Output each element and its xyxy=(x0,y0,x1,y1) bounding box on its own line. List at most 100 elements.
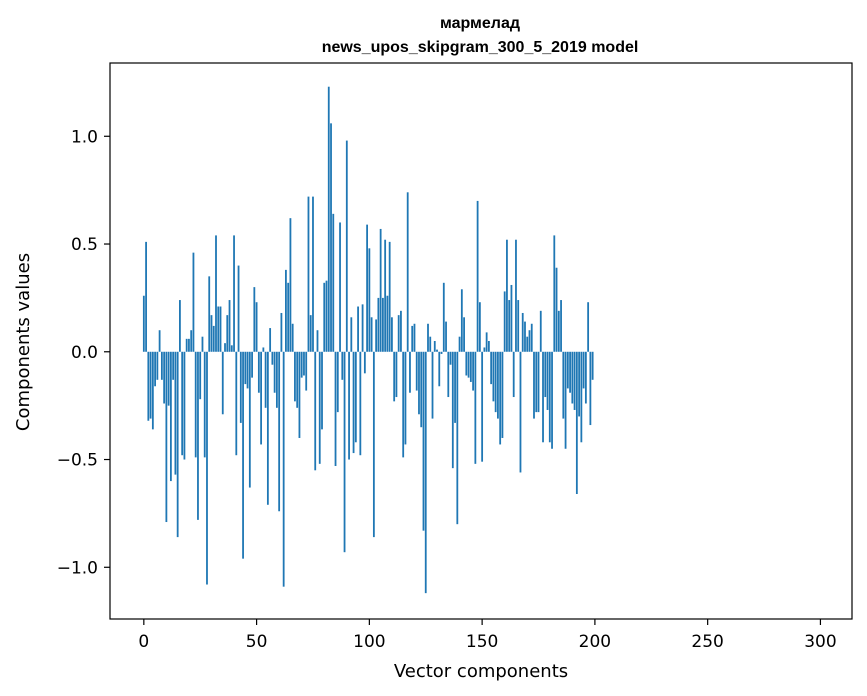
bar-16 xyxy=(179,300,181,352)
bar-20 xyxy=(188,338,190,352)
bar-39 xyxy=(230,345,233,352)
bar-131 xyxy=(438,351,441,387)
x-tick-label-150: 150 xyxy=(466,632,498,652)
bar-142 xyxy=(463,317,465,352)
bar-42 xyxy=(237,265,240,352)
bar-98 xyxy=(363,351,366,374)
bar-160 xyxy=(503,291,506,352)
bar-173 xyxy=(533,351,535,419)
bar-101 xyxy=(370,317,373,352)
bar-83 xyxy=(330,123,332,352)
bar-53 xyxy=(262,347,265,352)
bar-17 xyxy=(181,351,184,456)
bar-24 xyxy=(197,351,199,520)
bar-100 xyxy=(368,248,371,352)
bar-5 xyxy=(154,351,156,387)
bar-87 xyxy=(339,222,341,352)
bar-117 xyxy=(406,192,409,352)
bar-76 xyxy=(314,351,317,471)
bar-154 xyxy=(490,351,493,385)
bar-44 xyxy=(242,351,244,559)
bar-58 xyxy=(273,351,276,393)
bar-49 xyxy=(253,287,256,352)
bar-36 xyxy=(224,343,226,352)
bar-171 xyxy=(528,330,531,352)
bar-109 xyxy=(388,241,391,352)
bar-176 xyxy=(539,310,542,352)
bar-62 xyxy=(282,351,285,587)
bar-140 xyxy=(458,336,461,352)
bar-181 xyxy=(551,351,553,449)
bar-71 xyxy=(303,351,305,376)
bar-126 xyxy=(427,323,429,352)
bar-40 xyxy=(233,235,235,352)
bar-86 xyxy=(336,351,339,413)
bar-172 xyxy=(530,323,533,352)
y-tick-label-1: −0.5 xyxy=(57,451,98,471)
bar-165 xyxy=(515,239,517,352)
bar-135 xyxy=(447,351,450,398)
bar-164 xyxy=(512,351,515,398)
bar-6 xyxy=(156,351,159,380)
bar-79 xyxy=(321,351,323,430)
bar-194 xyxy=(580,351,583,443)
bars-group xyxy=(142,86,594,594)
bar-54 xyxy=(264,351,267,408)
bar-193 xyxy=(578,351,580,417)
bar-25 xyxy=(199,351,202,400)
bar-2 xyxy=(147,351,150,421)
bar-143 xyxy=(465,351,468,376)
bar-196 xyxy=(584,351,587,404)
bar-41 xyxy=(235,351,238,456)
bar-129 xyxy=(433,341,436,352)
bar-14 xyxy=(174,351,177,475)
bar-60 xyxy=(278,351,281,512)
x-tick-label-100: 100 xyxy=(353,632,385,652)
x-tick-label-0: 0 xyxy=(138,632,149,652)
x-axis-label: Vector components xyxy=(394,661,568,682)
bar-107 xyxy=(384,239,387,352)
x-tick-label-50: 50 xyxy=(246,632,268,652)
bar-0 xyxy=(142,295,145,352)
bar-22 xyxy=(192,252,195,352)
bar-61 xyxy=(280,312,283,352)
y-tick-label-4: 1.0 xyxy=(71,127,98,147)
bar-96 xyxy=(359,351,362,456)
bar-11 xyxy=(167,351,170,406)
bar-3 xyxy=(149,351,152,419)
bar-168 xyxy=(521,312,524,352)
bar-174 xyxy=(535,351,538,413)
bar-1 xyxy=(145,241,147,352)
y-tick-label-0: −1.0 xyxy=(57,558,98,578)
bar-21 xyxy=(190,330,193,352)
bar-43 xyxy=(239,351,242,423)
bar-75 xyxy=(312,196,314,352)
bar-179 xyxy=(546,351,549,410)
bar-185 xyxy=(560,300,562,352)
bar-149 xyxy=(478,302,481,352)
bar-66 xyxy=(291,323,294,352)
y-tick-label-3: 0.5 xyxy=(71,235,98,255)
bar-31 xyxy=(212,325,215,352)
bar-136 xyxy=(449,351,452,365)
bar-128 xyxy=(431,351,434,419)
bar-113 xyxy=(397,315,400,352)
bar-139 xyxy=(456,351,459,525)
bar-123 xyxy=(420,351,423,428)
bar-99 xyxy=(366,224,368,352)
bar-89 xyxy=(343,351,346,553)
bar-67 xyxy=(294,351,296,402)
bar-28 xyxy=(206,351,208,585)
bar-122 xyxy=(418,351,420,415)
bar-199 xyxy=(591,351,594,380)
bar-152 xyxy=(485,332,488,352)
bar-93 xyxy=(352,351,355,454)
bar-55 xyxy=(266,351,269,505)
bar-85 xyxy=(334,351,337,466)
bar-27 xyxy=(203,351,206,458)
bar-137 xyxy=(451,351,454,469)
bar-70 xyxy=(300,351,303,378)
bar-9 xyxy=(163,351,166,404)
x-axis-ticks: 0 50 100 150 200 250 300 xyxy=(138,619,837,652)
bar-180 xyxy=(548,351,551,443)
